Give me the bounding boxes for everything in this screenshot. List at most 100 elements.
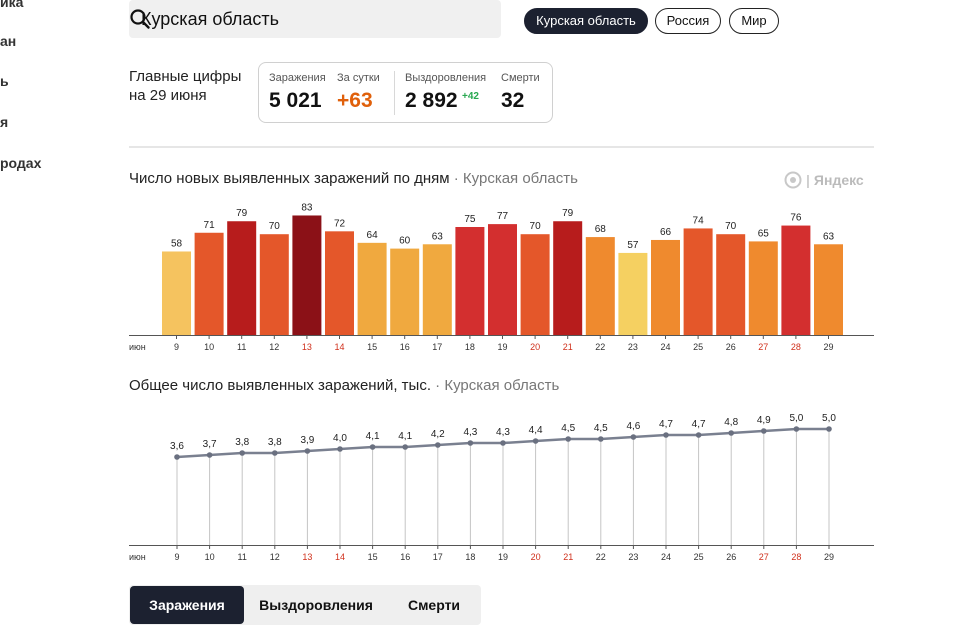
- bar-value-label: 68: [595, 224, 607, 235]
- bar-value-label: 64: [367, 230, 379, 241]
- bar-29: [814, 244, 843, 335]
- sidebar-item-statistics[interactable]: ика: [0, 0, 24, 10]
- bar-9: [162, 251, 191, 335]
- bar-chart-month-label: июн: [129, 342, 146, 352]
- bar-20: [520, 234, 550, 335]
- line-value-label: 3,8: [235, 437, 249, 448]
- line-point-13: [304, 448, 311, 454]
- deaths-label: Смерти: [501, 72, 540, 84]
- line-tick-label: 29: [824, 552, 834, 562]
- bar-21: [553, 221, 583, 335]
- summary-title-line1: Главные цифры: [129, 68, 242, 85]
- tab-infections[interactable]: Заражения: [130, 586, 244, 624]
- recoveries-delta: +42: [462, 91, 479, 102]
- line-point-22: [598, 436, 604, 442]
- bar-tick-label: 22: [595, 342, 605, 352]
- line-tick-label: 21: [563, 552, 573, 562]
- line-tick-label: 20: [531, 552, 541, 562]
- bar-tick-label: 15: [367, 342, 377, 352]
- bar-tick-label: 29: [823, 342, 833, 352]
- line-point-23: [630, 434, 637, 440]
- line-point-24: [663, 432, 669, 438]
- line-value-label: 4,4: [529, 425, 543, 436]
- bar-tick-label: 21: [563, 342, 573, 352]
- daily-bar-chart: июн 58 9 71 10 79 11 70 12 83 13 72 14 64 15 60 16 63 17 75…: [129, 202, 874, 352]
- bar-value-label: 66: [660, 227, 672, 238]
- line-value-label: 4,3: [496, 427, 510, 438]
- search-icon[interactable]: [129, 8, 151, 30]
- sidebar-item-4[interactable]: я: [0, 114, 9, 130]
- line-value-label: 3,8: [268, 437, 282, 448]
- bar-value-label: 72: [334, 218, 346, 229]
- bar-11: [227, 221, 257, 335]
- bar-10: [194, 232, 224, 335]
- bar-18: [455, 227, 485, 335]
- daily-chart-title-text: Число новых выявленных заражений по дням: [129, 170, 450, 187]
- bar-17: [422, 244, 452, 335]
- bar-tick-label: 25: [693, 342, 703, 352]
- bar-value-label: 70: [725, 221, 737, 232]
- line-tick-label: 15: [368, 552, 378, 562]
- line-value-label: 4,1: [398, 431, 412, 442]
- line-point-18: [467, 440, 474, 446]
- bar-24: [651, 239, 680, 335]
- deaths-value: 32: [501, 89, 525, 112]
- line-point-15: [369, 444, 376, 450]
- line-tick-label: 10: [205, 552, 215, 562]
- line-value-label: 4,9: [757, 415, 771, 426]
- line-tick-label: 25: [694, 552, 704, 562]
- bar-22: [585, 237, 615, 335]
- line-tick-label: 24: [661, 552, 671, 562]
- bar-tick-label: 23: [628, 342, 638, 352]
- line-tick-label: 19: [498, 552, 508, 562]
- yandex-watermark-text: Яндекс: [813, 172, 864, 188]
- bar-value-label: 60: [399, 236, 411, 247]
- line-value-label: 4,8: [724, 417, 738, 428]
- daily-chart-separator: ·: [449, 170, 463, 187]
- summary-title-date: на 29 июня: [129, 87, 207, 104]
- line-value-label: 4,6: [626, 421, 640, 432]
- bar-value-label: 77: [497, 211, 509, 222]
- line-value-label: 4,5: [594, 423, 608, 434]
- bar-tick-label: 12: [269, 342, 279, 352]
- line-tick-label: 16: [400, 552, 410, 562]
- line-tick-label: 23: [628, 552, 638, 562]
- line-value-label: 3,7: [203, 439, 217, 450]
- region-button-russia[interactable]: Россия: [655, 8, 721, 34]
- bar-value-label: 75: [464, 214, 476, 225]
- line-value-label: 4,2: [431, 429, 445, 440]
- daily-chart-title: Число новых выявленных заражений по дням…: [129, 170, 578, 187]
- line-point-19: [500, 440, 506, 446]
- line-tick-label: 22: [596, 552, 606, 562]
- bar-26: [716, 234, 746, 335]
- line-tick-label: 28: [791, 552, 801, 562]
- bar-15: [357, 242, 387, 335]
- line-value-label: 5,0: [789, 413, 803, 424]
- bar-value-label: 65: [758, 228, 770, 239]
- line-point-11: [239, 450, 245, 456]
- tab-recoveries[interactable]: Выздоровления: [259, 597, 373, 613]
- bar-tick-label: 16: [400, 342, 410, 352]
- region-button-world[interactable]: Мир: [729, 8, 779, 34]
- tab-deaths[interactable]: Смерти: [407, 597, 461, 613]
- search-box: [129, 0, 501, 38]
- yandex-watermark: | Яндекс: [784, 170, 864, 190]
- bar-value-label: 74: [693, 215, 705, 226]
- sidebar-item-cities[interactable]: родах: [0, 155, 42, 171]
- bar-value-label: 63: [432, 231, 444, 242]
- region-button-kursk[interactable]: Курская область: [524, 8, 648, 34]
- cumulative-chart-region: Курская область: [444, 377, 560, 394]
- search-input[interactable]: [141, 6, 461, 32]
- line-point-26: [728, 430, 734, 436]
- line-value-label: 3,6: [170, 441, 184, 452]
- bar-14: [325, 231, 354, 335]
- line-tick-label: 27: [759, 552, 769, 562]
- metric-tabs: Заражения Выздоровления Смерти: [129, 585, 481, 625]
- sidebar-item-3[interactable]: ь: [0, 73, 9, 89]
- bar-25: [683, 228, 713, 335]
- bar-tick-label: 11: [237, 342, 246, 352]
- sidebar-item-plan[interactable]: ан: [0, 33, 17, 49]
- cumulative-line-chart: июн 3,6 9 3,7 10 3,8 11 3,8 12 3,9 13 4,0 14 4,1 15 4,1…: [129, 413, 874, 562]
- line-tick-label: 26: [726, 552, 736, 562]
- line-value-label: 4,7: [659, 419, 673, 430]
